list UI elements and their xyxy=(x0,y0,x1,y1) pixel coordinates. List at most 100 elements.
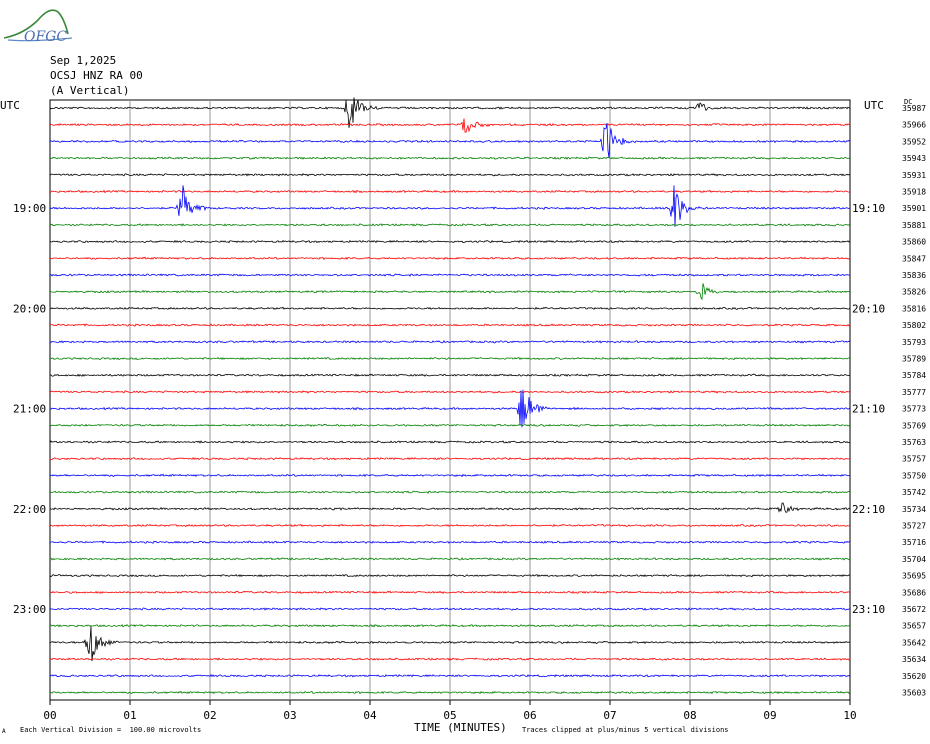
ofgc-logo-icon: OFGC xyxy=(3,9,73,44)
left-hour-label: 22:00 xyxy=(13,503,46,516)
trace-line xyxy=(49,690,851,695)
x-tick-label: 00 xyxy=(43,709,56,722)
trace-line xyxy=(49,389,851,428)
trace-line xyxy=(49,674,851,678)
dc-value-label: 35952 xyxy=(902,137,926,146)
trace-line xyxy=(49,523,851,528)
dc-value-label: 35777 xyxy=(902,388,926,397)
dc-value-label: 35716 xyxy=(902,538,926,547)
trace-line xyxy=(50,540,851,544)
trace-line xyxy=(49,97,851,128)
dc-value-label: 35603 xyxy=(902,689,926,698)
x-tick-label: 05 xyxy=(443,709,456,722)
trace-line xyxy=(49,626,850,662)
trace-line xyxy=(49,423,851,428)
trace-line xyxy=(49,118,851,133)
left-hour-label: 21:00 xyxy=(13,403,46,416)
dc-value-label: 35836 xyxy=(902,271,926,280)
dc-value-label: 35826 xyxy=(902,288,926,297)
x-tick-label: 10 xyxy=(843,709,856,722)
dc-value-label: 35816 xyxy=(902,304,926,313)
x-tick-label: 09 xyxy=(763,709,776,722)
dc-value-label: 35943 xyxy=(902,154,926,163)
trace-line xyxy=(49,490,851,494)
left-hour-label: 19:00 xyxy=(13,202,46,215)
dc-value-label: 35634 xyxy=(902,655,926,664)
station-label: OCSJ HNZ RA 00 xyxy=(50,69,143,82)
x-tick-label: 07 xyxy=(603,709,616,722)
left-hour-label: 23:00 xyxy=(13,603,46,616)
dc-value-label: 35763 xyxy=(902,438,926,447)
corner-mark: A xyxy=(2,728,6,735)
trace-line xyxy=(49,189,851,194)
right-hour-label: 23:10 xyxy=(852,603,885,616)
dc-value-label: 35734 xyxy=(902,505,926,514)
dc-value-label: 35987 xyxy=(902,104,926,113)
dc-value-label: 35657 xyxy=(902,622,926,631)
right-hour-label: 20:10 xyxy=(852,302,885,315)
dc-value-label: 35931 xyxy=(902,171,926,180)
x-tick-label: 08 xyxy=(683,709,696,722)
dc-label: DC xyxy=(904,98,913,106)
right-hour-label: 21:10 xyxy=(852,403,885,416)
trace-line xyxy=(49,502,851,513)
trace-line xyxy=(49,256,851,261)
x-tick-label: 06 xyxy=(523,709,536,722)
dc-value-label: 35757 xyxy=(902,455,926,464)
x-axis-title: TIME (MINUTES) xyxy=(414,721,507,734)
x-tick-label: 03 xyxy=(283,709,296,722)
date-label: Sep 1,2025 xyxy=(50,54,117,67)
dc-value-label: 35860 xyxy=(902,238,926,247)
right-hour-label: 22:10 xyxy=(852,503,885,516)
left-utc-label: UTC xyxy=(0,99,20,112)
trace-line xyxy=(49,223,851,227)
trace-line xyxy=(49,473,851,478)
component-label: (A Vertical) xyxy=(50,84,130,97)
dc-value-label: 35802 xyxy=(902,321,926,330)
trace-line xyxy=(49,306,851,310)
trace-line xyxy=(49,456,851,461)
dc-value-label: 35769 xyxy=(902,421,926,430)
trace-line xyxy=(49,173,851,177)
dc-value-label: 35742 xyxy=(902,488,926,497)
dc-value-label: 35695 xyxy=(902,572,926,581)
scale-note: Each Vertical Division = 100.00 microvol… xyxy=(20,726,202,734)
dc-value-label: 35672 xyxy=(902,605,926,614)
dc-value-label: 35847 xyxy=(902,254,926,263)
right-utc-label: UTC xyxy=(864,99,884,112)
dc-value-label: 35773 xyxy=(902,405,926,414)
dc-value-label: 35789 xyxy=(902,355,926,364)
trace-line xyxy=(49,390,851,394)
left-hour-label: 20:00 xyxy=(13,302,46,315)
trace-line xyxy=(49,356,851,361)
trace-line xyxy=(49,156,851,160)
dc-value-label: 35881 xyxy=(902,221,926,230)
logo-text: OFGC xyxy=(24,29,67,44)
trace-line xyxy=(49,573,851,578)
trace-line xyxy=(49,607,851,611)
trace-line xyxy=(50,323,851,327)
trace-line xyxy=(49,373,851,377)
trace-line xyxy=(49,590,851,594)
trace-line xyxy=(49,283,851,301)
dc-value-label: 35793 xyxy=(902,338,926,347)
trace-line xyxy=(49,557,851,561)
x-tick-label: 02 xyxy=(203,709,216,722)
dc-value-label: 35966 xyxy=(902,121,926,130)
dc-value-label: 35750 xyxy=(902,471,926,480)
dc-value-label: 35918 xyxy=(902,188,926,197)
x-tick-label: 01 xyxy=(123,709,136,722)
trace-line xyxy=(49,239,851,244)
dc-value-label: 35727 xyxy=(902,522,926,531)
dc-value-label: 35686 xyxy=(902,588,926,597)
trace-line xyxy=(49,185,851,227)
trace-line xyxy=(49,340,851,344)
trace-line xyxy=(49,440,851,444)
trace-line xyxy=(49,657,851,661)
trace-line xyxy=(49,123,851,158)
x-tick-label: 04 xyxy=(363,709,377,722)
dc-value-label: 35642 xyxy=(902,638,926,647)
trace-line xyxy=(49,623,851,628)
dc-value-label: 35620 xyxy=(902,672,926,681)
